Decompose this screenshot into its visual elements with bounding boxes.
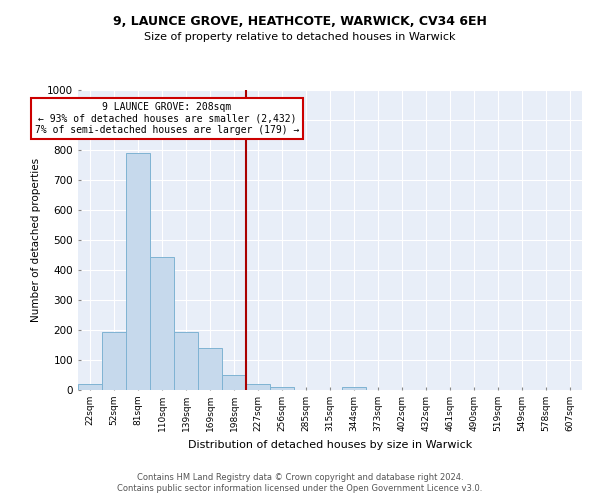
- Text: Contains public sector information licensed under the Open Government Licence v3: Contains public sector information licen…: [118, 484, 482, 493]
- Bar: [342, 387, 366, 390]
- Bar: [102, 332, 126, 390]
- Y-axis label: Number of detached properties: Number of detached properties: [31, 158, 41, 322]
- X-axis label: Distribution of detached houses by size in Warwick: Distribution of detached houses by size …: [188, 440, 472, 450]
- Bar: [270, 387, 294, 390]
- Bar: [222, 375, 246, 390]
- Bar: [150, 256, 174, 390]
- Bar: [198, 348, 222, 390]
- Text: 9 LAUNCE GROVE: 208sqm
← 93% of detached houses are smaller (2,432)
7% of semi-d: 9 LAUNCE GROVE: 208sqm ← 93% of detached…: [35, 102, 299, 135]
- Text: 9, LAUNCE GROVE, HEATHCOTE, WARWICK, CV34 6EH: 9, LAUNCE GROVE, HEATHCOTE, WARWICK, CV3…: [113, 15, 487, 28]
- Bar: [78, 384, 102, 390]
- Bar: [246, 384, 270, 390]
- Bar: [174, 332, 198, 390]
- Text: Contains HM Land Registry data © Crown copyright and database right 2024.: Contains HM Land Registry data © Crown c…: [137, 472, 463, 482]
- Bar: [126, 153, 150, 390]
- Text: Size of property relative to detached houses in Warwick: Size of property relative to detached ho…: [144, 32, 456, 42]
